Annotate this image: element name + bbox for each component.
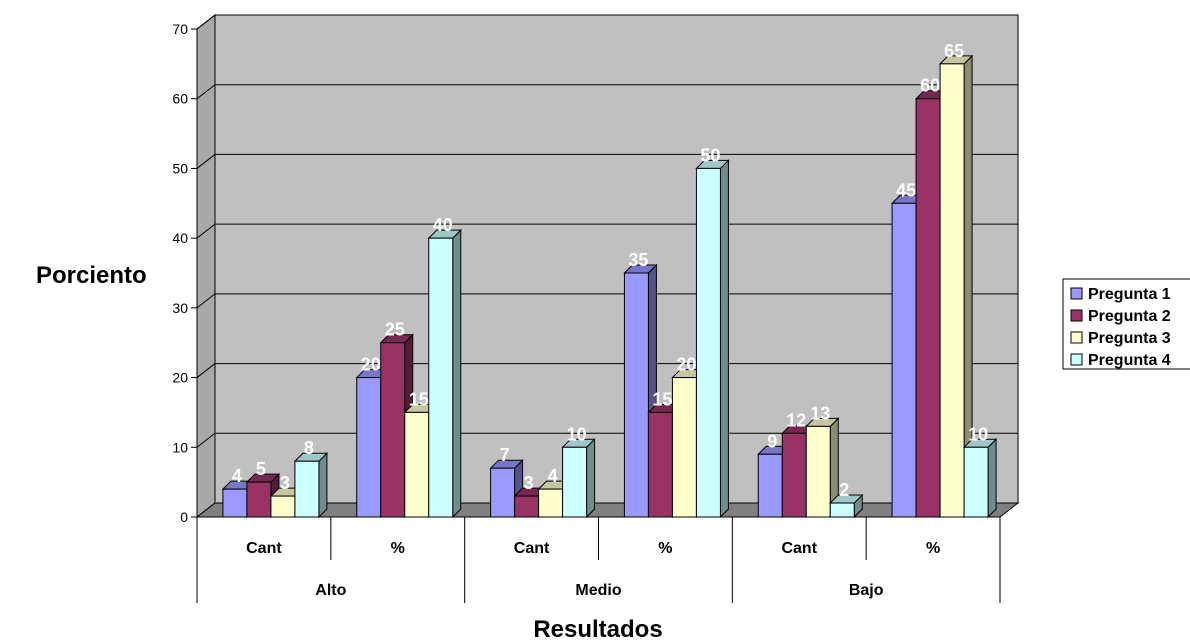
gridline-diag <box>196 154 216 169</box>
gridline-diag <box>196 432 216 448</box>
data-label: 40 <box>433 215 453 235</box>
data-label: 8 <box>304 438 314 458</box>
x-group-label: Medio <box>575 582 621 599</box>
x-group-label: Alto <box>315 582 346 599</box>
bar <box>427 228 462 519</box>
x-category-label: % <box>391 540 405 557</box>
y-tick-label: 40 <box>172 230 188 246</box>
x-category-label: Cant <box>514 540 550 557</box>
y-tick-label: 50 <box>172 160 188 176</box>
data-label: 13 <box>810 403 830 423</box>
gridline-diag <box>196 363 216 378</box>
bar <box>561 438 596 519</box>
gridline-diag <box>196 223 216 239</box>
y-tick-label: 10 <box>172 439 188 455</box>
data-label: 10 <box>968 424 988 444</box>
x-category-label: Cant <box>246 540 282 557</box>
bar <box>829 493 864 519</box>
data-label: 35 <box>628 250 648 270</box>
x-axis-title: Resultados <box>533 616 662 642</box>
y-axis-title: Porciento <box>36 262 147 289</box>
legend-swatch <box>1070 287 1083 300</box>
x-group-label: Bajo <box>849 582 884 599</box>
data-label: 12 <box>786 410 806 430</box>
gridline-diag <box>196 14 216 30</box>
bar <box>938 54 974 519</box>
data-label: 20 <box>361 355 381 375</box>
x-category-label: % <box>926 540 940 557</box>
data-label: 7 <box>500 445 510 465</box>
data-label: 4 <box>548 466 558 486</box>
data-label: 25 <box>385 320 405 340</box>
y-tick-label: 70 <box>172 21 188 37</box>
x-category-label: % <box>658 540 672 557</box>
data-label: 15 <box>652 389 672 409</box>
data-label: 20 <box>676 355 696 375</box>
legend-item-label: Pregunta 2 <box>1088 308 1171 325</box>
bar <box>962 438 998 519</box>
bars <box>221 54 998 519</box>
bar <box>805 417 840 519</box>
data-label: 3 <box>280 473 290 493</box>
data-label: 15 <box>409 389 429 409</box>
data-label: 9 <box>767 431 777 451</box>
y-tick-label: 60 <box>172 91 188 107</box>
bar <box>695 159 730 519</box>
data-label: 65 <box>944 41 964 61</box>
legend-item-label: Pregunta 1 <box>1088 286 1171 303</box>
legend-item-label: Pregunta 3 <box>1088 330 1171 347</box>
y-tick-label: 20 <box>172 370 188 386</box>
data-label: 10 <box>567 424 587 444</box>
data-label: 50 <box>700 145 720 165</box>
legend-swatch <box>1070 309 1083 322</box>
data-label: 3 <box>524 473 534 493</box>
bar <box>293 452 329 519</box>
data-label: 4 <box>232 466 242 486</box>
y-tick-label: 30 <box>172 300 188 316</box>
x-axis: Cant% Cant% Cant % Alto Medio Bajo <box>196 517 1001 603</box>
data-label: 45 <box>896 180 916 200</box>
data-label: 5 <box>256 459 266 479</box>
gridline-diag <box>196 293 216 309</box>
legend-swatch <box>1070 353 1083 366</box>
side-wall <box>196 13 216 519</box>
legend-swatch <box>1070 331 1083 344</box>
gridlines <box>196 14 1018 448</box>
data-label: 60 <box>920 76 940 96</box>
y-tick-label: 0 <box>180 509 188 525</box>
legend-box <box>1062 278 1190 370</box>
y-axis: 0 10 20 30 40 50 60 70 <box>172 21 198 525</box>
gridline-diag <box>196 84 216 100</box>
data-label: 2 <box>839 480 849 500</box>
x-category-label: Cant <box>781 540 817 557</box>
legend-item-label: Pregunta 4 <box>1088 352 1171 369</box>
legend: Pregunta 1 Pregunta 2 Pregunta 3 Pregunta 4 <box>1062 278 1190 370</box>
